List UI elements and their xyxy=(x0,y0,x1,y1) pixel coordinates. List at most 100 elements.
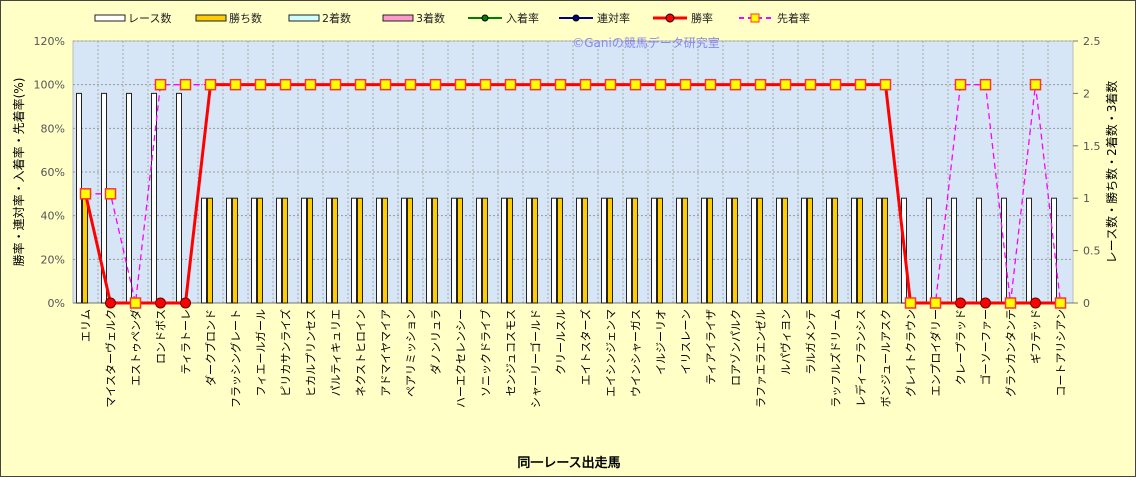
x-tick-label: ロアゾンパルク xyxy=(730,309,743,386)
x-tick-label: センジュコスモス xyxy=(505,309,518,396)
x-tick-label: ハーエクセレンシー xyxy=(455,309,468,408)
bar-wins xyxy=(757,197,763,304)
x-tick-label: ティアイライザ xyxy=(705,309,718,385)
senchaku-rate-marker xyxy=(1029,78,1042,91)
bar-races xyxy=(701,197,707,304)
bar-races xyxy=(476,197,482,304)
senchaku-rate-marker xyxy=(429,78,442,91)
bar-races xyxy=(201,197,207,304)
senchaku-rate-marker xyxy=(504,78,517,91)
legend-swatch-bar xyxy=(382,14,414,22)
x-tick-label: コートアリシアン xyxy=(1055,309,1068,397)
bar-races xyxy=(401,197,407,304)
bar-wins xyxy=(882,197,888,304)
legend-marker xyxy=(572,14,580,22)
legend-label: 2着数 xyxy=(322,11,351,25)
win-rate-marker xyxy=(155,297,166,309)
bar-races xyxy=(601,197,607,304)
bar-races xyxy=(176,92,182,304)
bar-wins xyxy=(357,197,363,304)
bar-wins xyxy=(732,197,738,304)
x-title: 同一レース出走馬 xyxy=(517,455,620,471)
x-tick-label: エストゥペンダ xyxy=(129,309,143,386)
bar-wins xyxy=(82,197,88,304)
bar-races xyxy=(126,92,132,304)
x-tick-label: マイスターヴェルク xyxy=(104,309,118,408)
senchaku-rate-marker xyxy=(104,188,117,200)
senchaku-rate-marker xyxy=(879,78,892,91)
x-tick-label: フィエールガール xyxy=(255,309,268,396)
x-tick-label: ダノンリュラ xyxy=(429,309,443,375)
x-tick-label: グレイトクラウン xyxy=(904,309,918,397)
legend-swatch-bar xyxy=(195,14,227,22)
x-tick-label: フラッシングレート xyxy=(229,309,243,408)
win-rate-marker xyxy=(1030,297,1041,309)
y-left-tick-label: 80% xyxy=(41,122,65,135)
bar-wins xyxy=(807,197,813,304)
x-tick-label: ラファエラエンゼル xyxy=(755,309,768,408)
senchaku-rate-marker xyxy=(604,78,617,91)
senchaku-rate-marker xyxy=(354,78,367,91)
legend-label: 勝率 xyxy=(691,11,713,25)
bar-races xyxy=(851,197,857,304)
x-tick-label: ゴーソーファー xyxy=(979,309,993,385)
senchaku-rate-marker xyxy=(654,78,667,91)
bar-races xyxy=(351,197,357,304)
x-tick-label: エンプロイダリー xyxy=(929,309,943,396)
bar-races xyxy=(1001,197,1007,304)
x-tick-label: エイトスターズ xyxy=(579,309,593,385)
x-tick-label: イリスレーン xyxy=(680,309,693,374)
y-right-title: レース数・勝ち数・2着数・3着数 xyxy=(1104,81,1119,264)
bar-wins xyxy=(857,197,863,304)
y-left-tick-label: 60% xyxy=(41,166,65,179)
win-rate-marker xyxy=(955,297,966,309)
bar-races xyxy=(576,197,582,304)
bar-races xyxy=(151,92,157,304)
bar-wins xyxy=(407,197,413,304)
x-tick-label: パルティキュリエ xyxy=(330,309,343,396)
x-tick-label: エリム xyxy=(80,309,93,342)
y-left-title: 勝率・連対率・入着率・先着率(%) xyxy=(11,78,26,267)
bar-wins xyxy=(257,197,263,304)
bar-races xyxy=(876,197,882,304)
bar-wins xyxy=(432,197,438,304)
senchaku-rate-marker xyxy=(779,78,792,91)
bar-wins xyxy=(332,197,338,304)
y-right-tick-label: 2 xyxy=(1083,87,1090,100)
x-tick-label: グランカンタンテ xyxy=(1004,309,1018,397)
senchaku-rate-marker xyxy=(129,297,142,309)
bar-races xyxy=(426,197,432,304)
y-left-tick-label: 120% xyxy=(34,35,65,48)
bar-races xyxy=(276,197,282,304)
senchaku-rate-marker xyxy=(1004,297,1017,309)
legend-label: 勝ち数 xyxy=(229,11,262,25)
bar-races xyxy=(676,197,682,304)
y-right-tick-label: 1.5 xyxy=(1083,140,1101,153)
bar-wins xyxy=(632,197,638,304)
senchaku-rate-marker xyxy=(854,78,867,91)
y-right-tick-label: 0.5 xyxy=(1083,245,1101,258)
senchaku-rate-marker xyxy=(304,78,317,91)
bar-races xyxy=(376,197,382,304)
bar-wins xyxy=(532,197,538,304)
senchaku-rate-marker xyxy=(579,78,592,91)
bar-wins xyxy=(832,197,838,304)
win-rate-marker xyxy=(105,297,116,309)
bar-wins xyxy=(582,197,588,304)
bar-races xyxy=(451,197,457,304)
y-right-tick-label: 2.5 xyxy=(1083,35,1101,48)
senchaku-rate-marker xyxy=(729,78,742,91)
x-tick-label: ピリカサンライズ xyxy=(279,309,293,397)
bar-races xyxy=(951,197,957,304)
x-tick-label: シャーリーゴールド xyxy=(529,309,543,408)
win-rate-marker xyxy=(980,297,991,309)
watermark: ©Ganiの競馬データ研究室 xyxy=(572,35,720,50)
senchaku-rate-marker xyxy=(454,78,467,91)
senchaku-rate-marker xyxy=(754,78,767,91)
senchaku-rate-marker xyxy=(904,297,917,309)
senchaku-rate-marker xyxy=(804,78,817,91)
bar-races xyxy=(826,197,832,304)
bar-races xyxy=(626,197,632,304)
x-tick-label: ダークブロンド xyxy=(204,309,218,386)
